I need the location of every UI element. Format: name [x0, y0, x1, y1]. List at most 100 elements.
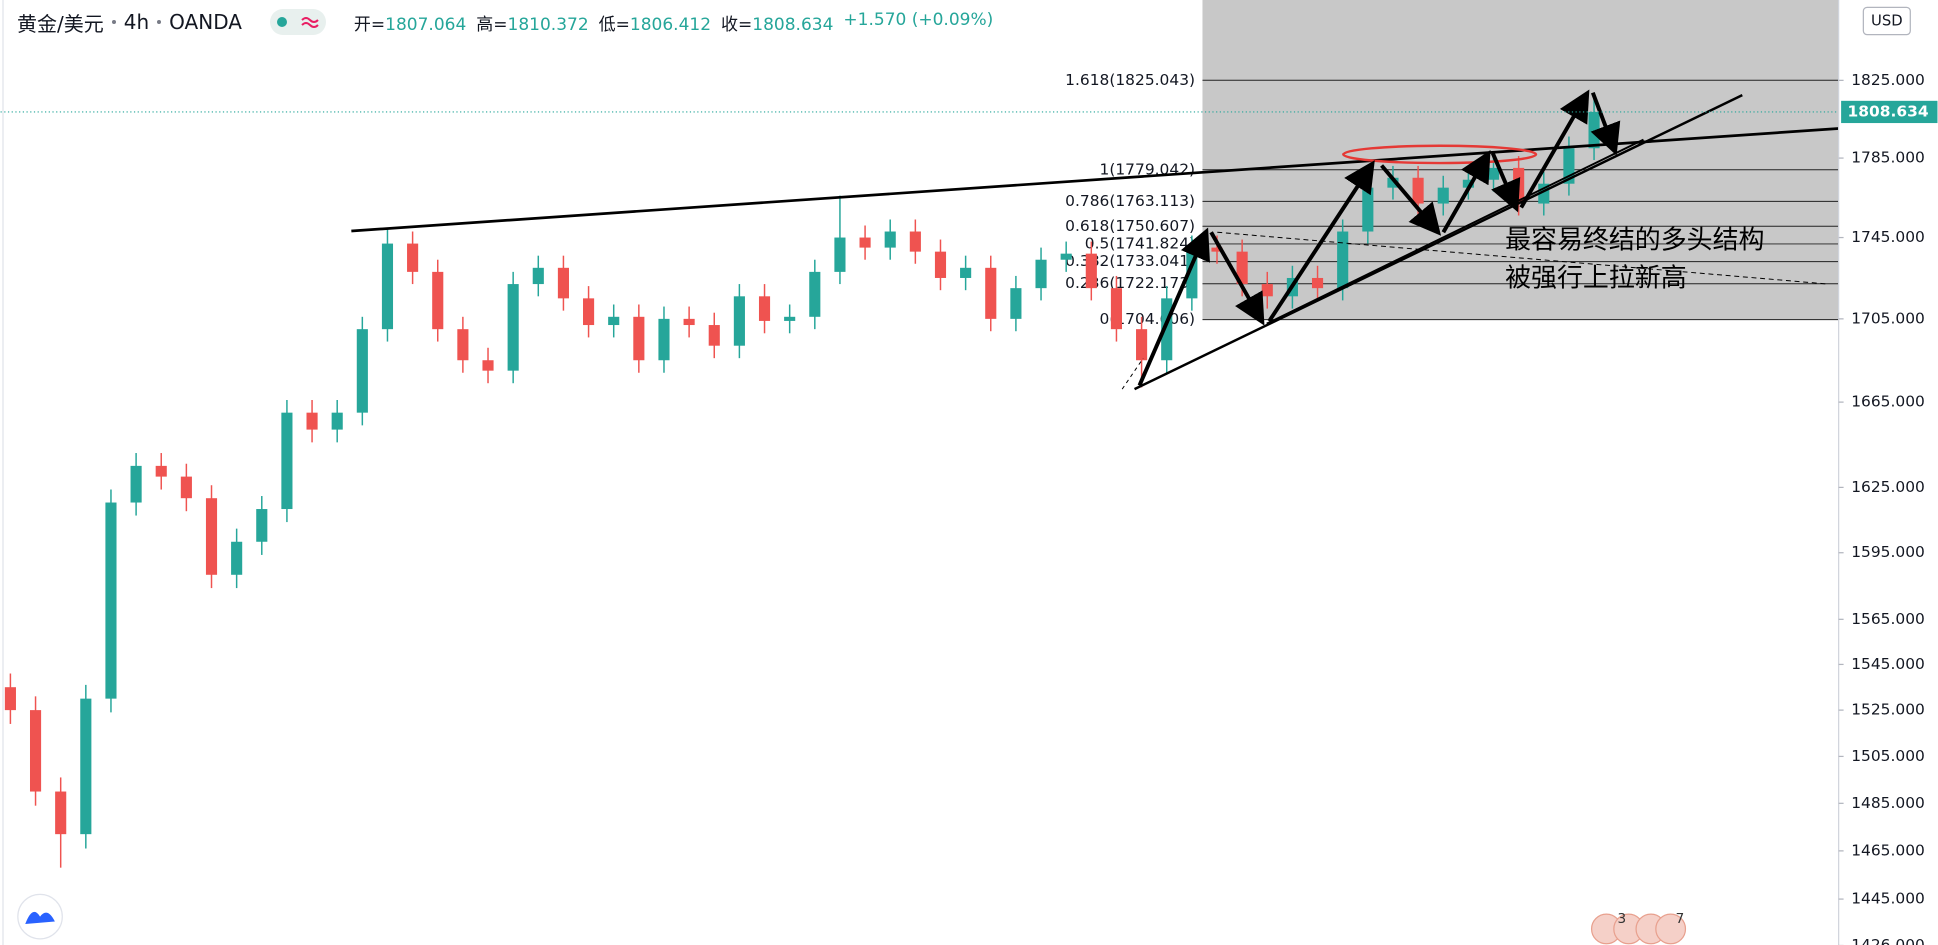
candle-body — [180, 476, 192, 499]
candle-body — [1437, 187, 1449, 204]
candle-body — [29, 710, 42, 792]
fib-level-label: 0.382(1733.041) — [1065, 252, 1195, 270]
annotation: 最容易终结的多头结构 — [1505, 225, 1764, 255]
candle-body — [507, 284, 519, 371]
y-tick-label: 1565.000 — [1851, 610, 1925, 628]
arrow — [1441, 150, 1491, 234]
candle-body — [256, 509, 268, 542]
ohlc-label: 低= — [598, 14, 630, 35]
symbol: 黄金/美元 — [17, 11, 104, 36]
last-price-tag — [1841, 100, 1938, 124]
change: +1.570 (+0.09%) — [843, 9, 994, 30]
candle-body — [4, 687, 16, 711]
candle-body — [457, 329, 469, 361]
candle-body — [1186, 247, 1198, 299]
candle-body — [733, 296, 745, 346]
separator — [111, 20, 116, 24]
ohlc-value: 1810.372 — [507, 14, 589, 35]
fib-level-label: 0.618(1750.607) — [1065, 217, 1195, 235]
arrow — [1590, 91, 1621, 156]
candle-body — [1337, 231, 1349, 289]
candle-body — [1588, 111, 1600, 149]
y-tick-label: 1705.000 — [1851, 309, 1925, 327]
candle-body — [809, 271, 821, 317]
candle-body — [608, 316, 620, 326]
event-icon[interactable] — [1655, 913, 1687, 945]
y-tick-label: 1485.000 — [1851, 794, 1925, 812]
candle-body — [1035, 259, 1047, 289]
candle-body — [105, 502, 117, 699]
status-wave — [301, 17, 320, 28]
candle-body — [683, 318, 695, 326]
trend-line — [1266, 138, 1644, 325]
dashed-line — [1217, 231, 1829, 285]
candle-body — [80, 698, 92, 835]
legend-header: 黄金/美元 4h OANDA 开=1807.064 高=1810.372 低=1… — [17, 8, 993, 36]
event-count: 7 — [1676, 911, 1685, 927]
y-tick-label: 1745.000 — [1851, 228, 1925, 246]
ohlc-item: 低=1806.412 — [599, 10, 711, 35]
candle-body — [1236, 251, 1248, 285]
candle-body — [407, 243, 419, 272]
candle-body — [1311, 277, 1324, 289]
candle-body — [859, 237, 871, 248]
y-tick-label: 1785.000 — [1851, 149, 1925, 167]
source: OANDA — [169, 10, 242, 34]
candle-body — [884, 231, 896, 248]
arrow — [1137, 227, 1210, 387]
candle-body — [331, 412, 343, 430]
price-axis: 1825.000 1785.000 1745.000 1705.000 1665.000… — [0, 71, 1938, 945]
candle-body — [1110, 288, 1123, 330]
ohlc-value: 1807.064 — [385, 14, 467, 35]
ohlc-value: 1808.634 — [752, 14, 834, 35]
fib-level-label: 0.786(1763.113) — [1065, 192, 1195, 210]
candle-body — [960, 267, 972, 278]
candle-body — [155, 465, 167, 477]
event-count: 3 — [1618, 911, 1627, 927]
last-price-label: 1808.634 — [1848, 102, 1929, 120]
candle-body — [758, 296, 771, 321]
logo — [25, 911, 55, 924]
y-tick-label: 1595.000 — [1851, 543, 1925, 561]
candle-body — [1563, 148, 1575, 184]
y-tick-label: 1505.000 — [1851, 747, 1925, 765]
y-tick-label: 1665.000 — [1851, 393, 1925, 411]
candle-body — [205, 498, 218, 575]
candle-body — [934, 251, 947, 278]
currency-button[interactable] — [1862, 6, 1911, 36]
candle-body — [281, 412, 293, 510]
trend-line — [1133, 94, 1743, 391]
candle-body — [784, 316, 796, 321]
arrows — [1137, 89, 1621, 387]
y-tick-label: 1625.000 — [1851, 478, 1925, 496]
fib-level-label: 1.618(1825.043) — [1065, 71, 1195, 89]
y-tick-label: 1445.000 — [1851, 890, 1925, 908]
candle-body — [1387, 177, 1399, 188]
annotation: 被强行上拉新高 — [1505, 264, 1687, 294]
ohlc-values: 开=1807.064 高=1810.372 低=1806.412 收=1808.… — [354, 10, 993, 35]
fib-level-label: 0.5(1741.824) — [1085, 234, 1195, 252]
candle-body — [1261, 284, 1273, 297]
candle-body — [1060, 253, 1072, 260]
candle-body — [1412, 177, 1424, 204]
candle-body — [130, 465, 142, 503]
currency-label: USD — [1871, 13, 1903, 30]
candle-body — [482, 360, 494, 371]
ohlc-label: 收= — [721, 14, 753, 35]
ohlc-item: 高=1810.372 — [476, 10, 588, 35]
candle-body — [1211, 247, 1223, 252]
ohlc-label: 高= — [476, 14, 508, 35]
candle-body — [583, 298, 595, 326]
status-badge[interactable] — [269, 9, 326, 35]
ohlc-label: 开= — [353, 14, 386, 35]
arrow — [1490, 152, 1521, 213]
candle-body — [356, 329, 368, 413]
candle-body — [381, 243, 394, 330]
arrow — [1380, 164, 1442, 236]
candle-body — [1085, 253, 1097, 289]
candle-body — [1538, 183, 1550, 204]
candle-body — [557, 267, 569, 299]
arrow — [1209, 231, 1265, 326]
fib-level-label: 0.236(1722.173) — [1065, 274, 1195, 292]
